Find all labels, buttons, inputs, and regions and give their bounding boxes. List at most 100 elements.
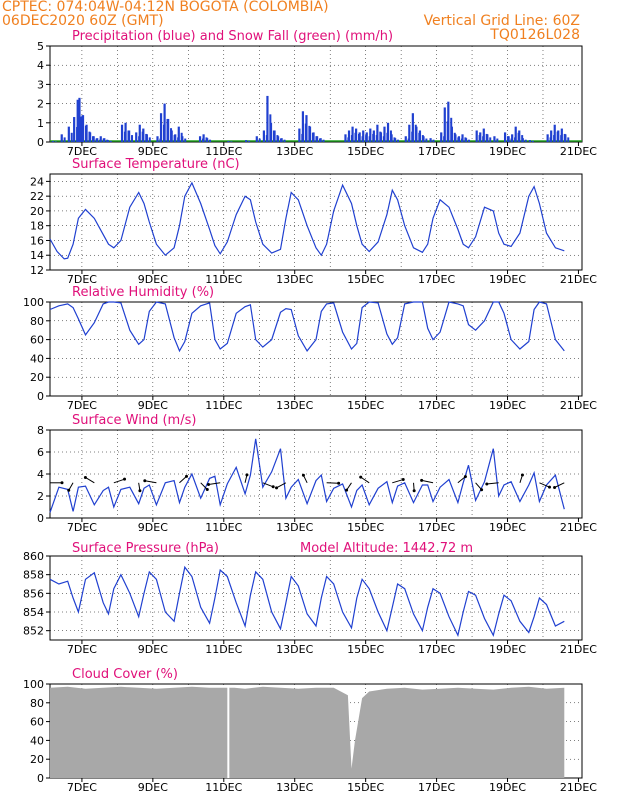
precip-bar-b-13: [109, 140, 112, 142]
precip-bar-30: [202, 134, 205, 142]
xtick-label: 9DEC: [138, 399, 168, 412]
ytick-label: 40: [30, 352, 44, 365]
precip-bar-29: [198, 136, 202, 142]
xtick-label: 15DEC: [347, 145, 384, 158]
precip-bar-b-2: [70, 132, 73, 142]
panel-title-0: Precipitation (blue) and Snow Fall (gree…: [72, 29, 393, 44]
panel-title-5: Cloud Cover (%): [72, 667, 178, 682]
precip-bar-10: [96, 138, 99, 142]
ytick-label: 100: [23, 678, 44, 691]
wind-arrow-head-60: [480, 488, 484, 492]
wind-arrow-head-45: [359, 475, 363, 479]
wind-arrow-head-9: [123, 477, 127, 481]
wind-arrow-45: [360, 476, 370, 484]
ytick-label: 16: [30, 234, 44, 247]
ytick-label: 5: [37, 40, 44, 53]
xtick-label: 19DEC: [489, 781, 526, 794]
wind-arrow-head-24: [207, 482, 211, 486]
precip-bar-85: [511, 134, 514, 142]
precip-bar-b-62: [397, 139, 400, 142]
xtick-label: 19DEC: [489, 643, 526, 656]
wind-arrow-69: [539, 482, 550, 488]
ytick-label: 22: [30, 190, 44, 203]
ytick-label: 24: [30, 175, 44, 188]
precip-bar-45: [312, 132, 315, 142]
precip-bar-34: [255, 136, 258, 142]
precip-bar-50: [351, 126, 354, 142]
precip-bar-44: [308, 126, 312, 142]
precip-bar-1: [60, 134, 63, 142]
precip-bar-53: [362, 130, 365, 142]
precip-bar-4: [76, 99, 79, 142]
wind-arrow-9: [113, 478, 125, 484]
xtick-label: 17DEC: [418, 521, 455, 534]
xtick-label: 19DEC: [489, 273, 526, 286]
ytick-label: 20: [30, 371, 44, 384]
ytick-label: 2: [37, 98, 44, 111]
precip-bar-b-16: [131, 135, 134, 142]
precip-bar-35: [262, 130, 265, 142]
ytick-label: 20: [30, 205, 44, 218]
precip-bar-58: [379, 132, 383, 142]
ytick-label: 2: [37, 490, 44, 503]
xtick-label: 11DEC: [205, 781, 242, 794]
precip-bar-b-20: [148, 137, 151, 142]
xtick-label: 9DEC: [138, 273, 168, 286]
precip-bar-49: [347, 130, 351, 142]
precip-bar-93: [557, 130, 560, 142]
precip-bar-b-89: [531, 140, 534, 142]
precip-bar-54: [365, 132, 368, 142]
precip-bar-0: [51, 141, 54, 142]
precip-bar-b-47: [322, 139, 325, 142]
xtick-label: 11DEC: [205, 643, 242, 656]
precip-bar-69: [429, 138, 432, 142]
wind-arrow-head-6: [83, 475, 87, 479]
precip-bar-47: [319, 138, 322, 142]
ytick-label: 1: [37, 117, 44, 130]
wind-arrow-head-27: [245, 473, 249, 477]
xtick-label: 21DEC: [560, 781, 597, 794]
xtick-label: 21DEC: [560, 521, 597, 534]
xtick-label: 17DEC: [418, 399, 455, 412]
xtick-label: 15DEC: [347, 643, 384, 656]
precip-bar-11: [99, 136, 102, 142]
precip-bar-41: [298, 128, 301, 142]
precip-bar-b-68: [425, 138, 428, 142]
precip-bar-33: [245, 140, 248, 142]
cloud-gap: [227, 686, 230, 778]
precip-bar-64: [408, 124, 411, 142]
xtick-label: 15DEC: [347, 521, 384, 534]
precip-bar-62: [394, 138, 397, 142]
wind-arrow-63: [486, 482, 499, 485]
xtick-label: 7DEC: [67, 643, 97, 656]
wind-arrow-72: [554, 482, 565, 488]
ytick-label: 856: [23, 587, 44, 600]
precip-bar-84: [507, 136, 510, 142]
precip-bar-b-77: [467, 139, 470, 142]
xtick-label: 21DEC: [560, 643, 597, 656]
precip-bar-27: [177, 126, 180, 142]
precip-bar-74: [454, 134, 457, 142]
wind-arrow-6: [85, 477, 95, 484]
precip-bar-b-95: [567, 137, 570, 142]
precip-bar-37: [269, 122, 273, 142]
precip-bar-95: [564, 134, 567, 142]
precip-bar-8: [89, 132, 92, 142]
precip-bar-77: [464, 138, 468, 142]
precip-bar-16: [128, 130, 131, 142]
xtick-label: 13DEC: [276, 781, 313, 794]
header-model: TQ0126L028: [490, 27, 580, 43]
panel-annotation-4: Model Altitude: 1442.72 m: [300, 541, 473, 556]
precip-bar-39: [276, 136, 280, 142]
ytick-label: 860: [23, 550, 44, 563]
header-grid-line: Vertical Grid Line: 60Z: [423, 13, 580, 29]
xtick-label: 17DEC: [418, 145, 455, 158]
precip-bar-b-40: [283, 139, 286, 142]
xtick-label: 9DEC: [138, 521, 168, 534]
xtick-label: 21DEC: [560, 273, 597, 286]
precip-bar-70: [440, 132, 443, 142]
xtick-label: 21DEC: [560, 145, 597, 158]
precip-bar-68: [422, 136, 425, 142]
xtick-label: 17DEC: [418, 781, 455, 794]
precip-bar-18: [138, 124, 141, 142]
